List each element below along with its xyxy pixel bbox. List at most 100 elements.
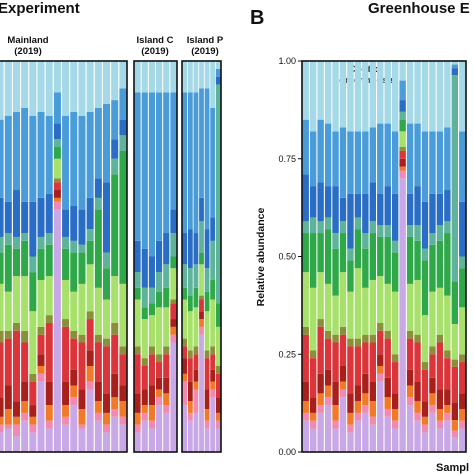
bar-segment-b-0-7-lime xyxy=(354,268,362,339)
bar-segment-a-1-1-lavender xyxy=(141,420,148,452)
bar-segment-b-0-9-blue xyxy=(369,127,377,183)
bar-segment-a-0-6-green xyxy=(45,244,53,277)
bar-segment-a-1-0-teal xyxy=(134,272,141,288)
bar-segment-b-0-15-green xyxy=(414,240,421,280)
bar-segment-b-0-16-lightblue xyxy=(421,61,429,132)
bar-segment-a-0-3-darkblue xyxy=(21,201,29,234)
bar-segment-a-1-2-lime xyxy=(148,315,155,347)
bar-segment-a-2-5-olive xyxy=(210,346,216,355)
bar-segment-b-0-6-green xyxy=(347,260,354,292)
bar-segment-b-0-1-pink xyxy=(309,420,317,429)
bar-segment-b-0-15-olive xyxy=(414,334,421,343)
bar-segment-a-2-5-lightblue xyxy=(210,61,216,108)
bar-segment-a-0-4-red xyxy=(29,381,37,406)
bar-segment-b-0-9-red xyxy=(369,342,377,382)
bar-segment-a-0-1-darkred xyxy=(4,385,12,409)
bar-segment-a-2-0-darkred xyxy=(182,358,188,374)
bar-segment-a-0-15-lightblue xyxy=(119,61,127,89)
axis-layer: 0.00 0.25 0.50 0.75 1.00 xyxy=(278,56,303,457)
bar-segment-a-0-6-red xyxy=(45,322,53,382)
bar-segment-a-0-7-teal xyxy=(53,139,61,148)
bar-segment-a-0-2-lavender xyxy=(12,436,20,452)
bar-segment-b-0-8-teal xyxy=(362,233,369,249)
bar-segment-a-1-3-red xyxy=(156,362,163,378)
bar-segment-b-0-19-darkred xyxy=(444,389,451,406)
bar-segment-a-0-9-green xyxy=(70,252,78,292)
bar-segment-a-2-2-lightblue xyxy=(193,61,199,93)
bar-segment-b-0-19-lime xyxy=(444,295,451,351)
bar-segment-a-1-1-blue xyxy=(141,92,148,249)
bar-segment-b-0-19-darkblue xyxy=(444,190,451,222)
bar-segment-a-2-6-darkred xyxy=(215,397,221,413)
bar-segment-a-0-5-blue xyxy=(37,111,45,198)
bar-segment-a-0-5-orange xyxy=(37,365,45,374)
bar-segment-a-1-4-olive xyxy=(163,346,170,355)
bar-segment-a-0-4-green xyxy=(29,272,37,312)
bar-segment-a-0-10-pink xyxy=(78,424,86,429)
bar-segment-a-0-3-olive xyxy=(21,330,29,343)
bar-segment-a-0-1-green xyxy=(4,244,12,292)
bar-segment-a-1-3-lightblue xyxy=(156,61,163,93)
bar-segment-a-2-3-pink xyxy=(199,326,204,335)
bar-segment-b-0-21-orange xyxy=(459,408,466,421)
bar-segment-b-0-19-blue xyxy=(444,127,451,191)
bar-segment-b-0-1-orange xyxy=(309,412,317,421)
bar-segment-b-0-2-pink xyxy=(317,405,324,413)
bar-segment-b-0-9-olive xyxy=(369,334,377,343)
bar-segment-a-0-4-lightblue xyxy=(29,61,37,116)
bar-segment-a-2-1-green xyxy=(187,295,193,312)
bar-segment-a-2-3-orange xyxy=(199,319,204,327)
bar-segment-b-0-14-lightblue xyxy=(406,61,414,124)
mainland-label-line2: (2019) xyxy=(14,46,41,57)
bar-segment-a-0-15-red xyxy=(119,354,127,386)
bar-segment-a-0-14-pink xyxy=(111,408,119,417)
bar-segment-b-0-3-lime xyxy=(324,283,332,331)
bar-segment-b-0-17-olive xyxy=(429,346,436,355)
bar-segment-b-0-14-pink xyxy=(406,397,414,406)
bar-segment-a-0-2-teal xyxy=(12,236,20,249)
bar-segment-a-2-2-darkred xyxy=(193,369,199,382)
bar-segment-a-1-2-lavender xyxy=(148,428,155,452)
bar-segment-b-0-15-darkred xyxy=(414,381,421,402)
bar-segment-b-0-19-olive xyxy=(444,350,451,359)
bar-segment-b-0-18-lavender xyxy=(436,428,444,452)
bar-segment-a-0-11-red xyxy=(86,319,94,351)
bar-segment-a-0-12-orange xyxy=(94,401,102,413)
bar-segment-b-0-13-lime xyxy=(399,131,406,148)
bar-segment-a-2-1-blue xyxy=(187,92,193,230)
bar-segment-b-0-7-darkred xyxy=(354,385,362,402)
bar-segment-a-2-4-darkred xyxy=(204,389,210,409)
bar-segment-b-0-9-darkred xyxy=(369,381,377,402)
bar-segment-a-0-14-darkred xyxy=(111,373,119,398)
bar-segment-b-0-21-olive xyxy=(459,354,466,363)
bar-segment-a-0-7-blue xyxy=(53,92,61,124)
bar-segment-a-0-7-pink xyxy=(53,201,61,210)
bar-segment-b-0-13-blue xyxy=(399,80,406,101)
bar-segment-a-0-13-lavender xyxy=(103,432,111,452)
bar-segment-b-0-15-darkblue xyxy=(414,186,421,226)
bar-segment-a-0-1-lightblue xyxy=(4,61,12,116)
bar-segment-b-0-6-red xyxy=(347,346,354,394)
bar-segment-b-0-9-green xyxy=(369,233,377,280)
bar-segment-b-0-5-lime xyxy=(339,272,347,327)
bar-segment-a-0-6-lavender xyxy=(45,428,53,452)
bar-segment-a-0-6-blue xyxy=(45,115,53,194)
bar-segment-a-1-2-red xyxy=(148,354,155,386)
bar-segment-b-0-2-darkred xyxy=(317,373,324,394)
bar-segment-a-0-9-lightblue xyxy=(70,61,78,112)
bar-segment-b-0-8-lightblue xyxy=(362,61,369,132)
bar-segment-a-1-4-lime xyxy=(163,307,170,347)
bar-segment-a-1-0-green xyxy=(134,287,141,300)
bar-segment-a-0-12-olive xyxy=(94,334,102,343)
bar-segment-a-0-7-lightblue xyxy=(53,61,61,93)
bar-segment-a-2-4-pink xyxy=(204,420,210,429)
bar-segment-b-0-19-orange xyxy=(444,405,451,413)
bar-segment-a-2-6-lavender xyxy=(215,428,221,452)
bar-segment-a-0-6-pink xyxy=(45,420,53,429)
bar-segment-a-1-1-orange xyxy=(141,405,148,413)
bar-segment-a-0-11-orange xyxy=(86,365,94,382)
bar-segment-a-0-11-lime xyxy=(86,264,94,312)
bar-segment-b-0-4-green xyxy=(332,248,339,296)
bar-segment-a-0-0-lavender xyxy=(0,432,4,452)
bar-segment-b-0-4-pink xyxy=(332,420,339,429)
